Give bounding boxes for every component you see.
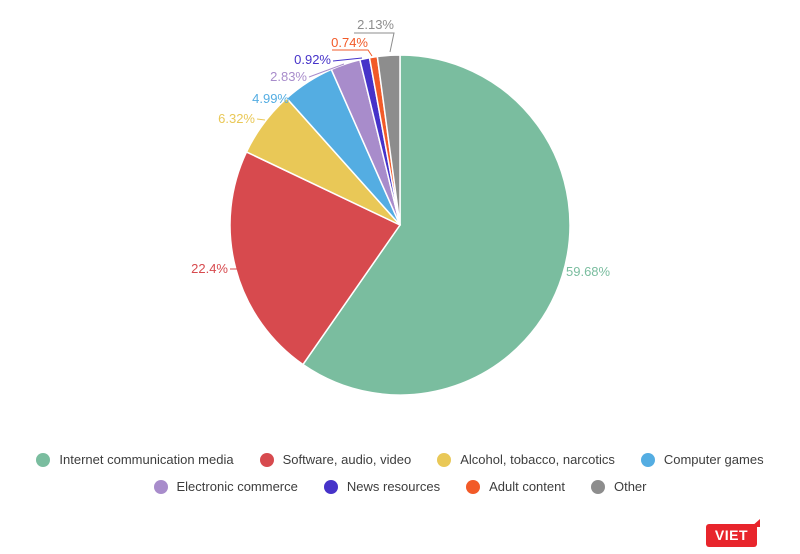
leader-lines bbox=[230, 32, 562, 272]
slice-label-news: 0.92% bbox=[294, 52, 331, 67]
legend-label: Alcohol, tobacco, narcotics bbox=[460, 452, 615, 467]
slice-label-ecommerce: 2.83% bbox=[270, 69, 307, 84]
legend-swatch-icon bbox=[36, 452, 51, 467]
slice-labels: 59.68% 22.4% 6.32% 4.99% 2.83% 0.92% 0.7… bbox=[191, 17, 610, 279]
slice-label-software: 22.4% bbox=[191, 261, 228, 276]
legend-item-news-resources[interactable]: News resources bbox=[323, 479, 441, 494]
legend-label: Internet communication media bbox=[59, 452, 234, 467]
leader-line-adult bbox=[332, 49, 373, 57]
legend-swatch-icon bbox=[590, 479, 605, 494]
legend-row-2: Electronic commerce News resources Adult c… bbox=[0, 479, 800, 494]
legend-label: Software, audio, video bbox=[282, 452, 412, 467]
legend-swatch-icon bbox=[437, 452, 452, 467]
legend-item-electronic-commerce[interactable]: Electronic commerce bbox=[153, 479, 298, 494]
legend-label: Electronic commerce bbox=[176, 479, 298, 494]
slice-label-adult: 0.74% bbox=[331, 35, 368, 50]
legend-item-internet-communication-media[interactable]: Internet communication media bbox=[36, 452, 234, 467]
legend-item-computer-games[interactable]: Computer games bbox=[640, 452, 764, 467]
pie-slice-other[interactable] bbox=[376, 54, 401, 226]
legend-item-adult-content[interactable]: Adult content bbox=[466, 479, 565, 494]
legend-swatch-icon bbox=[259, 452, 274, 467]
slice-label-alcohol: 6.32% bbox=[218, 111, 255, 126]
legend-item-software-audio-video[interactable]: Software, audio, video bbox=[259, 452, 412, 467]
legend-swatch-icon bbox=[466, 479, 481, 494]
leader-line-news bbox=[332, 57, 363, 62]
pie-slice-internet-communication-media[interactable] bbox=[302, 54, 571, 396]
slice-label-other: 2.13% bbox=[357, 17, 394, 32]
legend-swatch-icon bbox=[640, 452, 655, 467]
slice-label-games: 4.99% bbox=[252, 91, 289, 106]
legend-item-other[interactable]: Other bbox=[590, 479, 647, 494]
leader-line-alcohol bbox=[256, 118, 266, 121]
legend-row-1: Internet communication media Software, au… bbox=[0, 452, 800, 467]
legend-label: Other bbox=[613, 479, 647, 494]
viet-logo: VIET bbox=[705, 524, 757, 547]
legend: Internet communication media Software, au… bbox=[0, 452, 800, 494]
legend-swatch-icon bbox=[323, 479, 338, 494]
legend-swatch-icon bbox=[153, 479, 168, 494]
pie-slices bbox=[229, 54, 571, 396]
legend-label: Adult content bbox=[489, 479, 565, 494]
legend-label: Computer games bbox=[663, 452, 764, 467]
leader-line-other bbox=[354, 32, 395, 53]
legend-label: News resources bbox=[346, 479, 441, 494]
legend-item-alcohol-tobacco-narcotics[interactable]: Alcohol, tobacco, narcotics bbox=[437, 452, 615, 467]
pie-chart: 59.68% 22.4% 6.32% 4.99% 2.83% 0.92% 0.7… bbox=[191, 17, 611, 396]
leader-line-games bbox=[290, 80, 315, 100]
slice-label-internet: 59.68% bbox=[566, 264, 611, 279]
leader-line-ecommerce bbox=[308, 63, 345, 78]
